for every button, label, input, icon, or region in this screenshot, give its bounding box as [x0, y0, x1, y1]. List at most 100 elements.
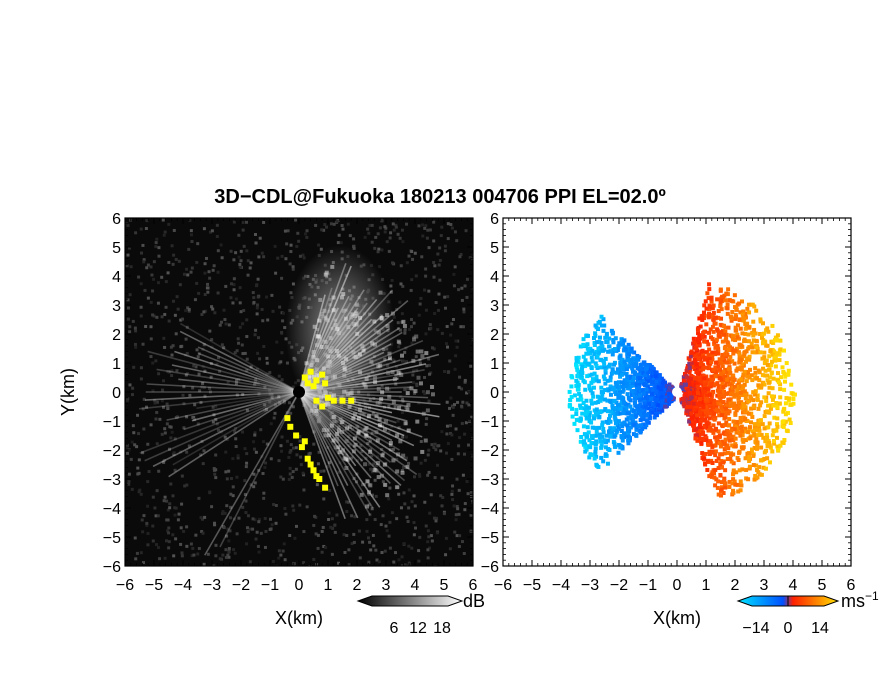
noise-speck	[439, 234, 443, 238]
noise-speck	[181, 393, 185, 397]
reflectivity-ray	[197, 346, 300, 393]
noise-speck	[449, 223, 453, 227]
velocity-cell	[589, 372, 594, 377]
noise-speck	[333, 530, 337, 534]
velocity-cell	[592, 416, 597, 421]
velocity-cell	[574, 378, 579, 383]
velocity-cell	[730, 337, 735, 342]
velocity-cell	[570, 414, 575, 419]
noise-speck	[366, 227, 370, 231]
reflectivity-colorbar-tick-18: 18	[433, 620, 451, 637]
noise-speck	[246, 514, 250, 518]
noise-speck	[405, 456, 409, 460]
noise-speck	[234, 297, 238, 301]
noise-speck	[397, 492, 401, 496]
reflectivity-echo-cell	[377, 423, 382, 428]
figure-title: 3D−CDL@Fukuoka 180213 004706 PPI EL=02.0…	[214, 186, 666, 208]
velocity-cell	[720, 364, 725, 369]
velocity-cell	[664, 384, 669, 389]
noise-speck	[417, 472, 421, 476]
reflectivity-echo-cell	[396, 452, 401, 457]
noise-speck	[298, 439, 302, 443]
velocity-cell	[760, 422, 765, 427]
noise-speck	[239, 310, 243, 314]
velocity-cell	[593, 446, 598, 451]
noise-speck	[390, 425, 394, 429]
velocity-cell	[653, 374, 658, 379]
reflectivity-echo-cell	[386, 370, 391, 375]
noise-speck	[264, 529, 268, 533]
velocity-cell	[735, 335, 740, 340]
velocity-cell	[711, 398, 716, 403]
velocity-cell	[730, 481, 735, 486]
noise-speck	[201, 531, 205, 535]
velocity-cell	[611, 411, 616, 416]
velocity-cell	[737, 301, 742, 306]
noise-speck	[385, 240, 389, 244]
velocity-cell	[715, 327, 720, 332]
yellow-echo-cell	[330, 397, 337, 404]
noise-speck	[158, 557, 162, 561]
noise-speck	[139, 282, 143, 286]
velocity-cell	[727, 479, 732, 484]
velocity-cell	[774, 400, 779, 405]
noise-speck	[142, 258, 146, 262]
velocity-cell	[625, 355, 630, 360]
noise-speck	[463, 284, 467, 288]
velocity-cell	[613, 392, 618, 397]
velocity-cell	[705, 458, 710, 463]
noise-speck	[376, 455, 380, 459]
noise-speck	[237, 516, 241, 520]
velocity-cell	[724, 406, 729, 411]
noise-speck	[180, 502, 184, 506]
velocity-cell	[716, 309, 721, 314]
velocity-cell	[598, 398, 603, 403]
noise-speck	[277, 556, 281, 560]
noise-speck	[331, 526, 335, 530]
yellow-echo-cell	[298, 444, 305, 451]
noise-speck	[234, 382, 238, 386]
noise-speck	[258, 357, 262, 361]
velocity-cell	[786, 398, 791, 403]
velocity-cell	[579, 434, 584, 439]
noise-speck	[297, 239, 301, 243]
noise-speck	[220, 512, 224, 516]
velocity-cell	[576, 371, 581, 376]
reflectivity-echo-cell	[367, 490, 372, 495]
velocity-cell	[716, 385, 721, 390]
velocity-cell	[719, 307, 724, 312]
noise-speck	[433, 516, 437, 520]
noise-speck	[185, 544, 189, 548]
noise-speck	[192, 415, 196, 419]
noise-speck	[421, 223, 425, 227]
velocity-cell	[651, 377, 656, 382]
noise-speck	[329, 412, 333, 416]
noise-speck	[363, 235, 367, 239]
noise-speck	[167, 222, 171, 226]
reflectivity-echo-cell	[359, 493, 364, 498]
noise-speck	[251, 527, 255, 531]
noise-speck	[149, 337, 153, 341]
velocity-cell	[724, 391, 729, 396]
y-tick-label: 6	[112, 211, 121, 228]
noise-speck	[388, 236, 392, 240]
velocity-cell	[646, 406, 651, 411]
reflectivity-echo-cell	[397, 405, 402, 410]
velocity-cell	[754, 308, 759, 313]
noise-speck	[214, 554, 218, 558]
noise-speck	[322, 544, 326, 548]
noise-speck	[253, 431, 257, 435]
noise-speck	[312, 523, 316, 527]
velocity-cell	[729, 428, 734, 433]
noise-speck	[277, 374, 281, 378]
noise-speck	[128, 325, 132, 329]
noise-speck	[201, 462, 205, 466]
velocity-cell	[608, 434, 613, 439]
noise-speck	[195, 260, 199, 264]
velocity-cell	[706, 296, 711, 301]
noise-speck	[155, 543, 159, 547]
noise-speck	[204, 309, 208, 313]
noise-speck	[400, 469, 404, 473]
noise-speck	[293, 536, 297, 540]
noise-speck	[170, 353, 174, 357]
